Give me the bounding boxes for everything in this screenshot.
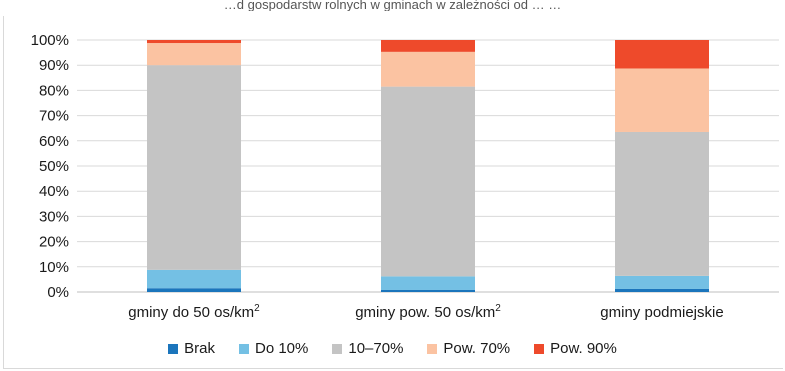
legend-label: Pow. 90% xyxy=(550,340,617,357)
y-tick-label: 80% xyxy=(39,82,69,99)
bar-segment xyxy=(615,68,709,132)
y-tick-label: 20% xyxy=(39,234,69,251)
chart-title-cropped: …d gospodarstw rolnych w gminach w zależ… xyxy=(223,0,562,11)
bar-segment xyxy=(615,275,709,289)
legend-label: Do 10% xyxy=(254,340,309,357)
bar-segment xyxy=(147,40,241,44)
bar-segment xyxy=(147,288,241,292)
bar-segment xyxy=(147,269,241,289)
y-tick-label: 30% xyxy=(39,208,69,225)
bar-segment xyxy=(381,86,475,277)
legend-label: Brak xyxy=(184,340,215,357)
y-tick-label: 70% xyxy=(39,108,69,125)
stacked-bar-chart: 0% 10% 20% 30% 40% 50% 60% 70% 80% 90% 100% gminy d… xyxy=(31,32,779,321)
y-tick-label: 0% xyxy=(47,284,69,301)
x-tick-label: gminy do 50 os/km2 xyxy=(128,303,260,321)
bar-segment xyxy=(615,288,709,292)
bar-segment xyxy=(381,276,475,290)
y-tick-label: 50% xyxy=(39,158,69,175)
bar-segment xyxy=(147,43,241,66)
legend-swatch xyxy=(238,343,249,354)
legend-label: 10–70% xyxy=(348,340,404,357)
bar-segment xyxy=(381,40,475,52)
x-tick-label: gminy pow. 50 os/km2 xyxy=(355,303,501,321)
y-tick-label: 40% xyxy=(39,183,69,200)
legend-swatch xyxy=(332,343,343,354)
legend-label: Pow. 70% xyxy=(443,340,511,357)
chart-frame: 0% 10% 20% 30% 40% 50% 60% 70% 80% 90% 100% gminy d… xyxy=(3,16,783,369)
legend-item: 10–70% xyxy=(332,340,403,357)
bar-segment xyxy=(615,40,709,69)
y-tick-label: 100% xyxy=(31,32,69,49)
legend-item: Brak xyxy=(168,340,215,357)
bar-segment xyxy=(381,51,475,87)
y-tick-label: 10% xyxy=(39,259,69,276)
bar-segment xyxy=(615,131,709,276)
legend: Brak Do 10% 10–70% Pow. 70% Pow. 90% xyxy=(0,340,785,357)
y-tick-label: 90% xyxy=(39,57,69,74)
legend-item: Pow. 90% xyxy=(534,340,617,357)
bar-segment xyxy=(381,289,475,292)
legend-swatch xyxy=(427,343,438,354)
legend-item: Pow. 70% xyxy=(427,340,510,357)
legend-swatch xyxy=(168,343,179,354)
x-tick-label: gminy podmiejskie xyxy=(600,304,723,321)
legend-item: Do 10% xyxy=(238,340,309,357)
bar-segment xyxy=(147,65,241,270)
legend-swatch xyxy=(534,343,545,354)
y-tick-label: 60% xyxy=(39,133,69,150)
